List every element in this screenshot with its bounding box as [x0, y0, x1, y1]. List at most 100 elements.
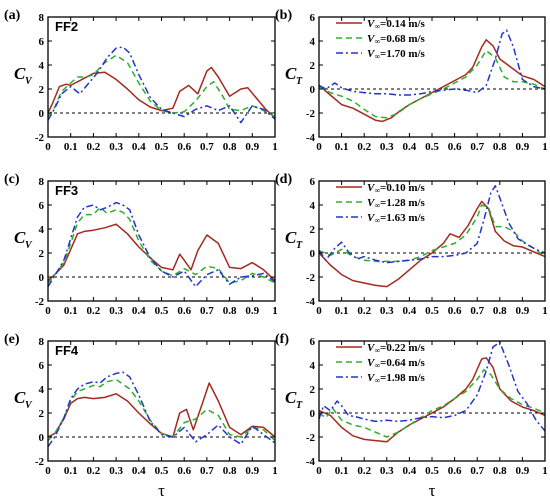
y-axis-label: C — [285, 64, 297, 83]
legend-entry-3: V∞=1.98 m/s — [367, 372, 426, 385]
y-tick-label: -2 — [35, 456, 45, 468]
series-line-1 — [318, 39, 546, 123]
x-tick-label: 0.6 — [448, 465, 462, 477]
y-tick-label: -2 — [306, 108, 316, 120]
case-annotation: FF4 — [55, 343, 79, 358]
x-tick-label: 1 — [542, 305, 548, 317]
series-line-1 — [318, 200, 546, 288]
x-tick-label: 0.3 — [380, 305, 394, 317]
case-annotation: FF2 — [55, 19, 78, 34]
x-tick-label: 0.1 — [335, 465, 349, 477]
y-axis-label: C — [14, 388, 26, 407]
y-tick-label: 2 — [39, 408, 45, 420]
panel-b: 0 0.1 0.2 0.3 0.4 0.5 0.6 0.7 0.8 0.9 1 -4 -2 0 2 4 6 (b)… — [275, 8, 548, 153]
y-axis-label-subscript: V — [25, 240, 33, 251]
y-axis-label: C — [285, 388, 297, 407]
y-tick-label: 2 — [310, 384, 316, 396]
x-tick-label: 0.5 — [425, 141, 439, 153]
y-tick-label: 6 — [310, 176, 316, 188]
panel-label: (b) — [275, 8, 292, 23]
series-line-3 — [47, 201, 276, 288]
x-tick-label: 0.5 — [155, 305, 169, 317]
series-line-2 — [47, 206, 276, 284]
x-axis-label: τ — [158, 481, 165, 500]
x-tick-label: 0.3 — [380, 141, 394, 153]
x-tick-label: 0.2 — [87, 465, 101, 477]
y-tick-label: 4 — [310, 360, 316, 372]
x-tick-label: 0.4 — [403, 141, 417, 153]
panel-f: 0 0.1 0.2 0.3 0.4 0.5 0.6 0.7 0.8 0.9 1 -4 -2 0 2 4 6 (f)… — [275, 332, 548, 500]
y-tick-label: -2 — [306, 272, 316, 284]
x-tick-label: 0.8 — [223, 141, 237, 153]
y-tick-label: 8 — [39, 336, 45, 348]
x-tick-label: 0.9 — [245, 305, 259, 317]
x-tick-label: 0.7 — [200, 305, 214, 317]
x-tick-label: 0.4 — [403, 465, 417, 477]
x-tick-label: 0 — [316, 305, 322, 317]
x-tick-label: 0.3 — [109, 141, 123, 153]
panel-d: 0 0.1 0.2 0.3 0.4 0.5 0.6 0.7 0.8 0.9 1 -4 -2 0 2 4 6 (d)… — [275, 172, 548, 317]
series-line-1 — [47, 223, 276, 282]
y-tick-label: 0 — [310, 84, 316, 96]
x-tick-label: 0.7 — [200, 141, 214, 153]
x-tick-label: 0.9 — [245, 465, 259, 477]
x-tick-label: 0.2 — [87, 305, 101, 317]
x-tick-label: 0.2 — [357, 141, 371, 153]
y-axis-label-subscript: T — [296, 76, 303, 87]
x-tick-label: 0.6 — [177, 141, 191, 153]
plot-frame — [318, 180, 546, 302]
y-tick-label: 4 — [310, 200, 316, 212]
x-tick-label: 0.7 — [200, 465, 214, 477]
y-tick-label: 0 — [310, 248, 316, 260]
y-tick-label: 6 — [310, 12, 316, 24]
y-tick-label: -4 — [306, 456, 316, 468]
x-tick-label: 0.3 — [109, 305, 123, 317]
x-tick-label: 0 — [316, 465, 322, 477]
y-tick-label: 2 — [39, 248, 45, 260]
panel-label: (e) — [4, 332, 20, 347]
x-tick-label: 1 — [272, 141, 278, 153]
x-tick-label: 1 — [542, 465, 548, 477]
y-tick-label: 0 — [39, 272, 45, 284]
x-tick-label: 0.1 — [64, 465, 78, 477]
x-tick-label: 0.9 — [516, 141, 530, 153]
legend-entry-3: V∞=1.70 m/s — [367, 48, 426, 61]
y-tick-label: -4 — [306, 296, 316, 308]
y-tick-label: 8 — [39, 12, 45, 24]
y-tick-label: 4 — [39, 224, 45, 236]
y-axis-label: C — [14, 64, 26, 83]
legend-entry-1: V∞=0.14 m/s — [367, 18, 426, 31]
x-tick-label: 0.1 — [64, 305, 78, 317]
series-line-3 — [318, 341, 546, 432]
x-tick-label: 0.6 — [177, 465, 191, 477]
x-tick-label: 0.7 — [470, 305, 484, 317]
series-line-1 — [47, 66, 276, 119]
x-tick-label: 0.9 — [516, 305, 530, 317]
y-tick-label: 6 — [39, 36, 45, 48]
x-tick-label: 0 — [45, 141, 51, 153]
legend-entry-2: V∞=0.64 m/s — [367, 357, 426, 370]
panel-label: (c) — [4, 172, 20, 187]
plot-frame — [47, 340, 276, 462]
x-tick-label: 0.6 — [177, 305, 191, 317]
y-tick-label: 6 — [39, 360, 45, 372]
legend-entry-2: V∞=0.68 m/s — [367, 33, 426, 46]
y-tick-label: 2 — [39, 84, 45, 96]
panel-label: (a) — [4, 8, 21, 23]
panel-c: 0 0.1 0.2 0.3 0.4 0.5 0.6 0.7 0.8 0.9 1-202468(c)F… — [4, 172, 278, 317]
legend-entry-3: V∞=1.63 m/s — [367, 212, 426, 225]
y-tick-label: 0 — [39, 432, 45, 444]
x-tick-label: 0.7 — [470, 141, 484, 153]
legend-entry-1: V∞=0.10 m/s — [367, 182, 426, 195]
legend-entry-1: V∞=0.22 m/s — [367, 342, 426, 355]
series-line-3 — [47, 46, 276, 124]
x-tick-label: 0.1 — [64, 141, 78, 153]
y-tick-label: 8 — [39, 176, 45, 188]
legend-entry-2: V∞=1.28 m/s — [367, 197, 426, 210]
x-tick-label: 0.5 — [425, 465, 439, 477]
x-tick-label: 0.5 — [155, 465, 169, 477]
panel-e: 0 0.1 0.2 0.3 0.4 0.5 0.6 0.7 0.8 0.9 1-202468(e)F… — [4, 332, 278, 500]
series-line-2 — [47, 378, 276, 442]
x-tick-label: 0.4 — [132, 305, 146, 317]
x-tick-label: 1 — [272, 305, 278, 317]
